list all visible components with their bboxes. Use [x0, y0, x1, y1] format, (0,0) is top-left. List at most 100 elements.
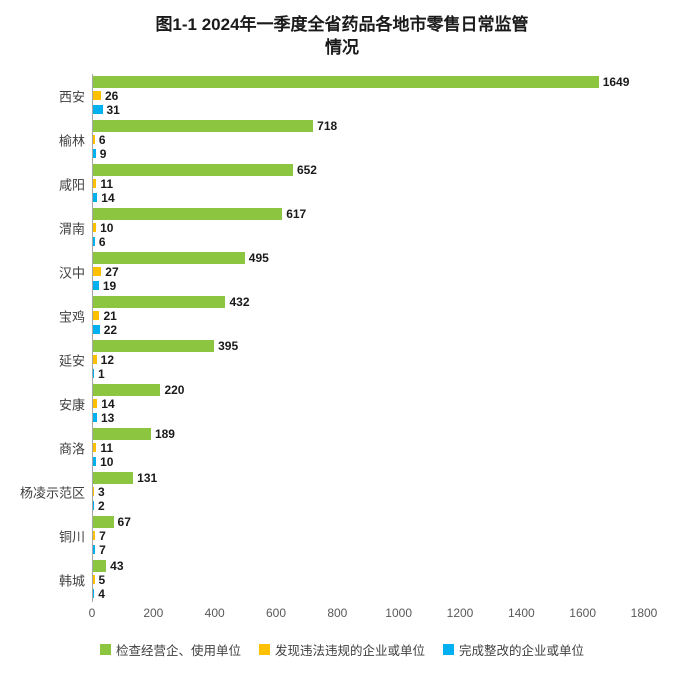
bar-rectified: [93, 457, 97, 467]
category-label: 汉中: [58, 265, 85, 281]
x-tick: 200: [143, 605, 164, 620]
bar-inspected: [93, 295, 226, 308]
value-label: 22: [103, 322, 118, 337]
category-group: 西安 1649 26 31: [59, 74, 645, 118]
bar-row: 22: [93, 323, 645, 337]
value-label: 432: [229, 294, 250, 309]
value-label: 718: [317, 118, 338, 133]
bar-row: 12: [93, 353, 645, 367]
bar-rectified: [93, 413, 97, 423]
chart-title: 图1-1 2024年一季度全省药品各地市零售日常监管 情况: [0, 14, 684, 60]
value-label: 131: [137, 470, 158, 485]
bar-row: 432: [93, 295, 645, 309]
category-group: 渭南 617 10 6: [59, 206, 645, 250]
value-label: 31: [106, 102, 120, 117]
bar-row: 5: [93, 573, 645, 587]
bar-row: 43: [93, 559, 645, 573]
category-group: 安康 220 14 13: [59, 382, 645, 426]
x-tick: 400: [204, 605, 225, 620]
value-label: 652: [296, 162, 317, 177]
category-label: 渭南: [58, 221, 85, 237]
value-label: 12: [100, 352, 115, 367]
bar-rectified: [93, 281, 99, 291]
x-tick: 1000: [385, 605, 413, 620]
legend-item: 完成整改的企业或单位: [443, 640, 584, 659]
bar-inspected: [93, 383, 161, 396]
x-tick: 1200: [446, 605, 474, 620]
value-label: 14: [101, 190, 115, 205]
bar-row: 10: [93, 221, 645, 235]
legend-label: 发现违法违规的企业或单位: [274, 643, 425, 658]
bar-row: 67: [93, 515, 645, 529]
category-group: 商洛 189 11 10: [59, 426, 645, 470]
chart-title-line2: 情况: [325, 37, 359, 57]
x-tick: 800: [327, 605, 348, 620]
value-label: 395: [218, 338, 239, 353]
category-label: 安康: [58, 397, 85, 413]
value-label: 5: [98, 572, 106, 587]
legend-item: 发现违法违规的企业或单位: [258, 640, 425, 659]
bar-violations: [93, 311, 100, 321]
value-label: 13: [100, 410, 115, 425]
bar-violations: [93, 135, 95, 145]
bar-chart: 西安 1649 26 31 榆林 718 6 9 咸阳 652 11 14 渭南 617 10 6 汉中 495 2…: [0, 73, 684, 626]
bar-violations: [93, 267, 102, 277]
legend-swatch-rectified: [443, 643, 454, 655]
category-group: 韩城 43 5 4: [59, 558, 645, 602]
value-label: 495: [248, 250, 269, 265]
bar-row: 220: [93, 383, 645, 397]
value-label: 6: [98, 234, 106, 249]
bar-row: 11: [93, 177, 645, 191]
bar-row: 395: [93, 339, 645, 353]
bar-inspected: [93, 559, 107, 572]
category-group: 榆林 718 6 9: [59, 118, 645, 162]
x-tick: 1400: [507, 605, 535, 620]
category-group: 铜川 67 7 7: [59, 514, 645, 558]
bar-row: 19: [93, 279, 645, 293]
legend: 检查经营企、使用单位 发现违法违规的企业或单位 完成整改的企业或单位: [0, 640, 684, 659]
bar-row: 131: [93, 471, 645, 485]
x-tick: 0: [88, 605, 96, 620]
bar-violations: [93, 443, 97, 453]
bar-row: 6: [93, 133, 645, 147]
bar-row: 2: [93, 499, 645, 513]
bar-violations: [93, 487, 94, 497]
value-label: 11: [100, 176, 114, 191]
bar-inspected: [93, 427, 151, 440]
value-label: 4: [98, 586, 105, 601]
value-label: 67: [117, 514, 131, 529]
bar-inspected: [93, 339, 215, 352]
category-group: 杨凌示范区 131 3 2: [20, 470, 645, 514]
value-label: 7: [99, 528, 106, 543]
bar-row: 495: [93, 251, 645, 265]
value-label: 2: [98, 498, 105, 513]
category-group: 汉中 495 27 19: [59, 250, 645, 294]
bar-inspected: [93, 251, 245, 264]
bar-row: 10: [93, 455, 645, 469]
bar-row: 26: [93, 89, 645, 103]
bar-row: 14: [93, 397, 645, 411]
bar-violations: [93, 91, 101, 101]
value-label: 9: [99, 146, 107, 161]
bar-rectified: [93, 589, 95, 599]
bar-row: 617: [93, 207, 645, 221]
bar-rectified: [93, 369, 94, 379]
category-label: 延安: [58, 353, 85, 369]
x-tick: 600: [265, 605, 287, 620]
bar-row: 718: [93, 119, 645, 133]
chart-title-line1: 图1-1 2024年一季度全省药品各地市零售日常监管: [155, 15, 529, 34]
bar-violations: [93, 179, 97, 189]
category-label: 商洛: [58, 441, 85, 457]
bar-row: 13: [93, 411, 645, 425]
bar-inspected: [93, 75, 599, 88]
x-tick: 1600: [569, 605, 597, 620]
bar-row: 9: [93, 147, 645, 161]
legend-item: 检查经营企、使用单位: [99, 640, 241, 659]
bar-inspected: [93, 163, 293, 176]
bar-row: 1: [93, 367, 645, 381]
bar-row: 7: [93, 543, 645, 557]
bar-rectified: [93, 237, 95, 247]
bar-violations: [93, 223, 97, 233]
bar-row: 27: [93, 265, 645, 279]
